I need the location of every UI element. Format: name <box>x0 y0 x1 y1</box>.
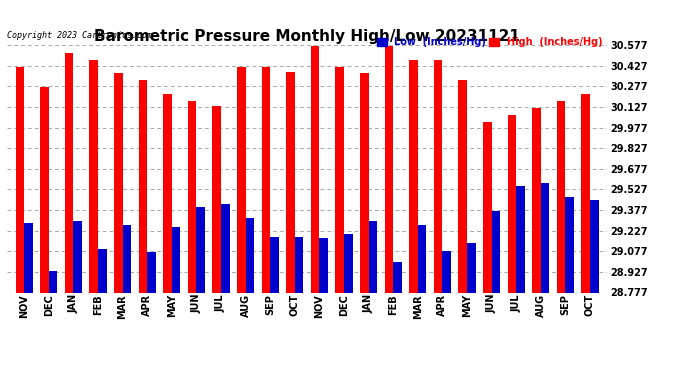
Bar <box>590 200 599 292</box>
Bar <box>467 243 475 292</box>
Legend: Low  (Inches/Hg), High  (Inches/Hg): Low (Inches/Hg), High (Inches/Hg) <box>377 38 602 48</box>
Bar <box>40 87 49 292</box>
Bar <box>221 204 230 292</box>
Bar <box>516 186 525 292</box>
Bar <box>114 74 123 292</box>
Bar <box>286 72 295 292</box>
Text: Copyright 2023 Cartronics.com: Copyright 2023 Cartronics.com <box>7 31 152 40</box>
Bar <box>557 101 565 292</box>
Bar <box>295 237 304 292</box>
Bar <box>565 197 574 292</box>
Bar <box>368 220 377 292</box>
Title: Barometric Pressure Monthly High/Low 20231121: Barometric Pressure Monthly High/Low 202… <box>94 29 520 44</box>
Bar <box>491 211 500 292</box>
Bar <box>483 122 491 292</box>
Bar <box>335 67 344 292</box>
Bar <box>65 53 73 292</box>
Bar <box>172 228 180 292</box>
Bar <box>89 60 98 292</box>
Bar <box>319 238 328 292</box>
Bar <box>49 272 57 292</box>
Bar <box>384 46 393 292</box>
Bar <box>139 80 147 292</box>
Bar <box>98 249 106 292</box>
Bar <box>15 67 24 292</box>
Bar <box>393 262 402 292</box>
Bar <box>360 74 368 292</box>
Bar <box>409 60 417 292</box>
Bar <box>188 101 197 292</box>
Bar <box>582 94 590 292</box>
Bar <box>123 225 131 292</box>
Bar <box>442 251 451 292</box>
Bar <box>270 237 279 292</box>
Bar <box>163 94 172 292</box>
Bar <box>24 224 32 292</box>
Bar <box>237 67 246 292</box>
Bar <box>541 183 549 292</box>
Bar <box>344 234 353 292</box>
Bar <box>147 252 156 292</box>
Bar <box>213 106 221 292</box>
Bar <box>417 225 426 292</box>
Bar <box>246 218 254 292</box>
Bar <box>310 46 319 292</box>
Bar <box>262 67 270 292</box>
Bar <box>434 60 442 292</box>
Bar <box>508 115 516 292</box>
Bar <box>532 108 541 292</box>
Bar <box>73 220 82 292</box>
Bar <box>458 80 467 292</box>
Bar <box>197 207 205 292</box>
